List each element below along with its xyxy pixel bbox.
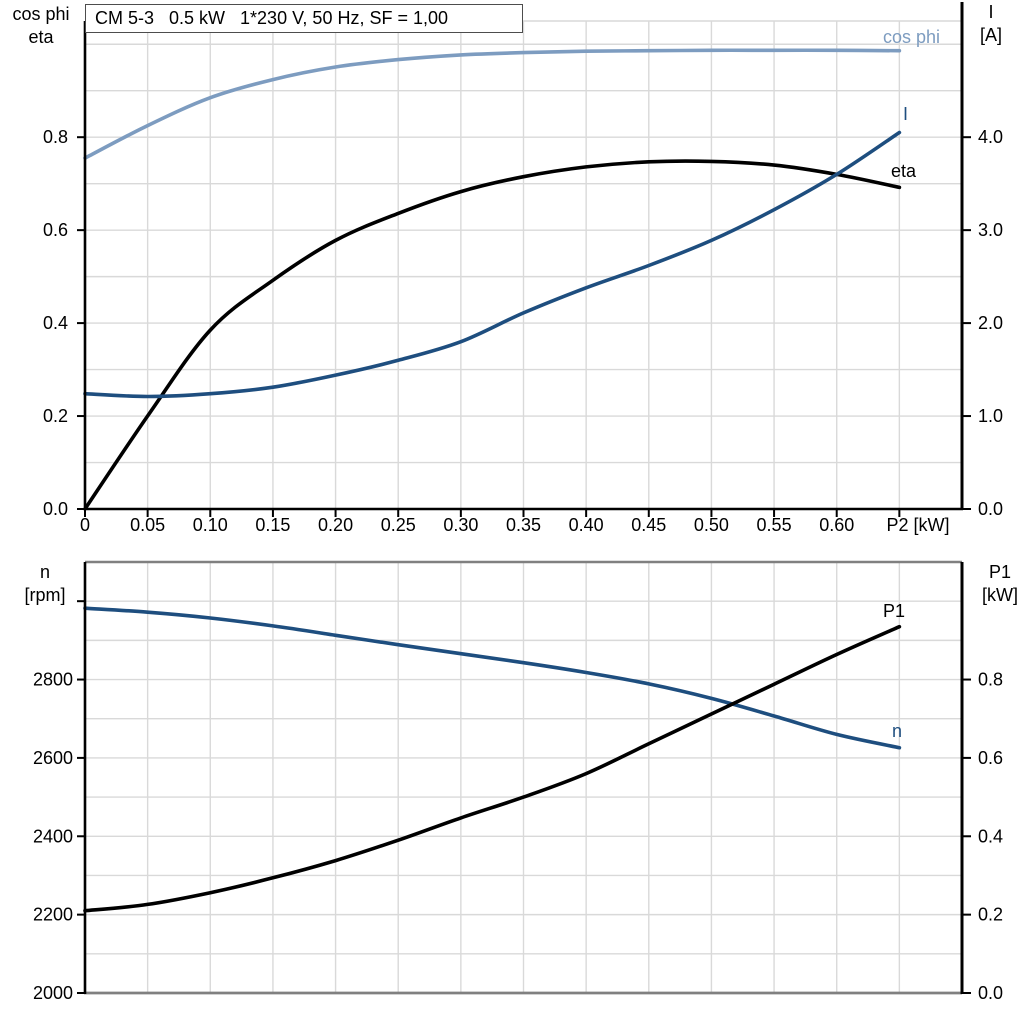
left-tick-label: 2200: [33, 905, 73, 925]
curve-current: [83, 130, 902, 399]
left-tick-label: 2600: [33, 748, 73, 768]
x-tick-label: 0.35: [506, 515, 541, 535]
left-axis-title-n-unit: [rpm]: [24, 585, 66, 605]
x-axis-label: P2 [kW]: [886, 515, 949, 535]
bottom-chart-right-axis-header: P1 [kW]: [968, 561, 1024, 607]
right-tick-label: 0.0: [978, 983, 1003, 1003]
x-tick-label: 0.45: [631, 515, 666, 535]
curve-p1: [83, 624, 902, 913]
curve-label-n: n: [892, 721, 903, 741]
right-tick-label: 4.0: [978, 127, 1003, 147]
right-tick-label: 0.8: [978, 670, 1003, 690]
x-tick-label: 0.40: [569, 515, 604, 535]
top-chart-right-axis-header: I [A]: [965, 1, 1017, 47]
left-tick-label: 0.4: [43, 313, 68, 333]
right-axis-title-p1-unit: [kW]: [982, 585, 1018, 605]
curve-eta: [83, 159, 902, 511]
x-tick-label: 0.55: [757, 515, 792, 535]
right-axis-title-current: I: [988, 2, 994, 22]
right-axis-title-current-unit: [A]: [979, 25, 1002, 45]
left-tick-label: 0.6: [43, 220, 68, 240]
x-tick-label: 0.25: [381, 515, 416, 535]
left-axis-title-n: n: [39, 562, 50, 582]
right-tick-label: 0.2: [978, 905, 1003, 925]
left-axis-title-eta: eta: [28, 27, 54, 47]
curve-label-cos-phi: cos phi: [882, 27, 940, 47]
top-chart-left-axis-header: cos phi eta: [1, 3, 81, 49]
left-tick-label: 0.2: [43, 406, 68, 426]
right-tick-label: 2.0: [978, 313, 1003, 333]
right-tick-label: 1.0: [978, 406, 1003, 426]
right-tick-label: 0.4: [978, 826, 1003, 846]
x-tick-label: 0: [80, 515, 90, 535]
right-axis-title-p1: P1: [988, 562, 1012, 582]
curve-label-current: I: [903, 104, 909, 124]
left-tick-label: 2400: [33, 826, 73, 846]
x-tick-label: 0.60: [819, 515, 854, 535]
curve-label-eta: eta: [891, 161, 917, 181]
x-tick-label: 0.10: [193, 515, 228, 535]
curve-n: [83, 606, 902, 750]
left-tick-label: 2800: [33, 670, 73, 690]
right-tick-label: 0.0: [978, 499, 1003, 519]
right-tick-label: 0.6: [978, 748, 1003, 768]
left-tick-label: 0.8: [43, 127, 68, 147]
right-tick-label: 3.0: [978, 220, 1003, 240]
left-tick-label: 2000: [33, 983, 73, 1003]
x-tick-label: 0.20: [318, 515, 353, 535]
x-tick-label: 0.15: [255, 515, 290, 535]
bottom-chart-left-axis-header: n [rpm]: [8, 561, 82, 607]
curve-label-p1: P1: [883, 601, 906, 621]
top-chart: 0 0.05 0.10 0.15 0.20 0.25 0.30 0.35 0.40 0.45 0.5…: [43, 2, 1003, 535]
x-tick-label: 0.30: [443, 515, 478, 535]
curve-cos_phi: [83, 48, 902, 160]
bottom-chart: 2000 2200 2400 2600 2800 0.0 0.2 0.4 0.6 0.8: [33, 560, 1003, 1003]
x-tick-label: 0.50: [694, 515, 729, 535]
chart-title: CM 5-3 0.5 kW 1*230 V, 50 Hz, SF = 1,00: [85, 4, 523, 33]
left-tick-label: 0.0: [43, 499, 68, 519]
left-axis-title-cos-phi: cos phi: [12, 4, 70, 24]
x-tick-label: 0.05: [130, 515, 165, 535]
